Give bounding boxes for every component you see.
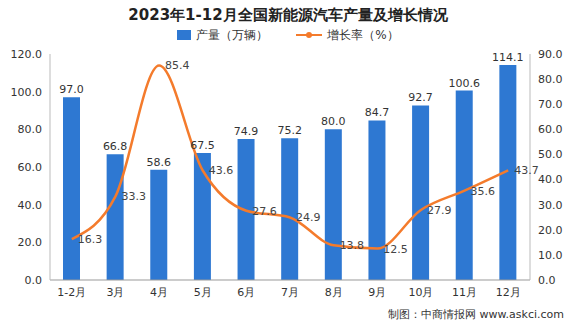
svg-text:43.7: 43.7 [514,164,539,177]
svg-text:84.7: 84.7 [365,106,390,119]
svg-text:13.8: 13.8 [340,239,365,252]
svg-text:5月: 5月 [194,286,212,299]
svg-text:0.0: 0.0 [538,274,556,287]
svg-text:70.0: 70.0 [538,98,563,111]
svg-text:58.6: 58.6 [147,156,172,169]
svg-text:43.6: 43.6 [209,164,234,177]
html-text:增长率（%）: 增长率（%） [327,27,399,42]
svg-text:60.0: 60.0 [18,161,43,174]
svg-text:4月: 4月 [150,286,168,299]
svg-text:1-2月: 1-2月 [57,286,86,299]
svg-text:66.8: 66.8 [103,140,128,153]
svg-text:12.5: 12.5 [383,243,408,256]
svg-text:90.0: 90.0 [538,48,563,61]
svg-text:27.9: 27.9 [427,204,452,217]
svg-text:74.9: 74.9 [234,125,259,138]
html-text:产量（万辆）: 产量（万辆） [196,27,269,42]
svg-text:100.0: 100.0 [11,86,43,99]
svg-text:10.0: 10.0 [538,249,563,262]
svg-text:80.0: 80.0 [18,123,43,136]
svg-text:0.0: 0.0 [25,274,43,287]
svg-text:60.0: 60.0 [538,123,563,136]
svg-text:50.0: 50.0 [538,148,563,161]
svg-text:92.7: 92.7 [408,91,433,104]
svg-text:6月: 6月 [237,286,255,299]
html-text:2023年1-12月全国新能源汽车产量及增长情况: 2023年1-12月全国新能源汽车产量及增长情况 [128,6,448,24]
svg-text:7月: 7月 [281,286,299,299]
svg-text:9月: 9月 [368,286,386,299]
svg-text:100.6: 100.6 [448,77,480,90]
svg-text:97.0: 97.0 [59,83,84,96]
svg-text:114.1: 114.1 [492,51,524,64]
svg-text:27.6: 27.6 [252,205,277,218]
svg-text:12月: 12月 [496,286,521,299]
svg-text:3月: 3月 [106,286,124,299]
svg-text:75.2: 75.2 [277,124,302,137]
svg-text:35.6: 35.6 [471,185,496,198]
svg-text:16.3: 16.3 [78,233,103,246]
svg-text:10月: 10月 [408,286,433,299]
svg-text:40.0: 40.0 [18,199,43,212]
svg-text:67.5: 67.5 [190,139,215,152]
svg-text:30.0: 30.0 [538,199,563,212]
svg-text:8月: 8月 [325,286,343,299]
svg-text:20.0: 20.0 [538,224,563,237]
svg-text:80.0: 80.0 [538,73,563,86]
svg-text:11月: 11月 [452,286,477,299]
svg-text:120.0: 120.0 [11,48,43,61]
svg-text:85.4: 85.4 [165,59,190,72]
svg-text:24.9: 24.9 [296,211,321,224]
svg-text:33.3: 33.3 [121,190,146,203]
svg-text:40.0: 40.0 [538,173,563,186]
html-text:制图：中商情报网 www.askci.com: 制图：中商情报网 www.askci.com [388,308,564,321]
svg-text:20.0: 20.0 [18,236,43,249]
svg-text:80.0: 80.0 [321,115,346,128]
